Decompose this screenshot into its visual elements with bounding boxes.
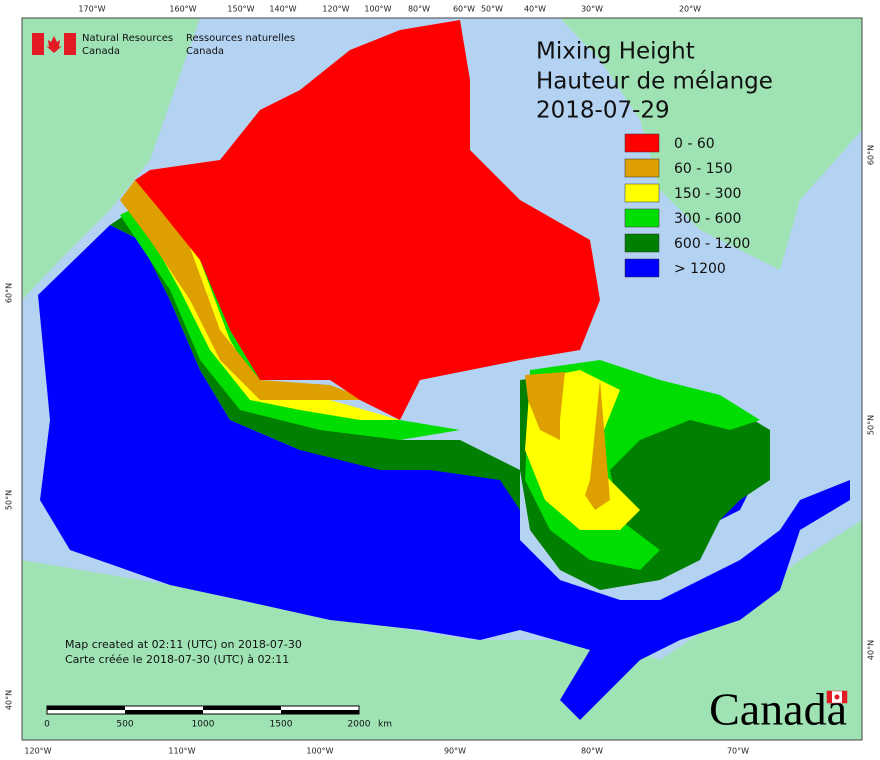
lon-label-bottom: 90°W: [444, 747, 466, 756]
lat-label-left: 60°N: [5, 283, 14, 303]
lon-label-top: 160°W: [169, 5, 196, 14]
flag-bar: [842, 691, 847, 703]
agency-fr: Ressources naturelles: [186, 33, 295, 44]
alaska-siberia: [22, 18, 200, 300]
legend-swatch: [624, 158, 660, 178]
region-orange-east: [525, 372, 565, 440]
axis-labels: 170°W 160°W 150°W 140°W 120°W 100°W 80°W 60°W 50…: [5, 5, 876, 756]
region-orange-spot: [585, 380, 610, 510]
region-blue: [38, 225, 850, 720]
flag-bar: [32, 33, 44, 55]
legend-label: > 1200: [674, 261, 726, 277]
agency-en: Natural Resources: [82, 33, 173, 44]
lon-label-bottom: 80°W: [581, 747, 603, 756]
legend-swatch: [624, 258, 660, 278]
scale-label: 2000: [348, 720, 371, 730]
flag-bar: [827, 691, 832, 703]
scale-label: 1000: [192, 720, 215, 730]
lat-label-right: 60°N: [867, 145, 876, 165]
lon-label-top: 150°W: [227, 5, 254, 14]
legend-label: 300 - 600: [674, 211, 741, 227]
flag-bar: [64, 33, 76, 55]
agency-fr: Canada: [186, 46, 224, 57]
scale-label: 0: [44, 720, 50, 730]
flag-leaf: [46, 36, 62, 53]
lat-label-right: 40°N: [867, 640, 876, 660]
lon-label-top: 50°W: [481, 5, 503, 14]
lon-label-top: 80°W: [408, 5, 430, 14]
note: Carte créée le 2018-07-30 (UTC) à 02:11: [65, 653, 289, 666]
scale-seg: [281, 710, 359, 714]
title-date: 2018-07-29: [536, 98, 670, 124]
legend-label: 150 - 300: [674, 186, 741, 202]
legend: 0 - 60 60 - 150 150 - 300 300 - 600 600 - 12…: [624, 133, 750, 278]
wordmark: Canada: [709, 684, 847, 735]
region-red: [135, 20, 600, 420]
scale-label: 1500: [270, 720, 293, 730]
legend-swatch: [624, 133, 660, 153]
scale-seg: [125, 710, 203, 714]
scale-unit: km: [378, 720, 392, 730]
legend-swatch: [624, 233, 660, 253]
scale-seg: [47, 706, 125, 710]
lon-label-bottom: 70°W: [727, 747, 749, 756]
scale-bar: 0 500 1000 1500 2000: [44, 705, 371, 730]
greenland: [560, 18, 862, 270]
lat-label-right: 50°N: [867, 415, 876, 435]
legend-swatch: [624, 183, 660, 203]
lon-label-top: 120°W: [322, 5, 349, 14]
lon-label-bottom: 110°W: [168, 747, 195, 756]
lon-label-top: 30°W: [581, 5, 603, 14]
agency-en: Canada: [82, 46, 120, 57]
lon-label-bottom: 100°W: [306, 747, 333, 756]
title: Mixing Height: [536, 39, 695, 65]
usa: [22, 520, 862, 740]
lon-label-top: 20°W: [679, 5, 701, 14]
lon-label-top: 100°W: [364, 5, 391, 14]
lon-label-top: 170°W: [78, 5, 105, 14]
legend-label: 0 - 60: [674, 136, 715, 152]
map-frame: [21, 17, 863, 741]
lon-label-bottom: 120°W: [24, 747, 51, 756]
scale-seg: [203, 706, 281, 710]
lon-label-top: 60°W: [453, 5, 475, 14]
frame-border: [21, 17, 863, 741]
lon-label-top: 140°W: [269, 5, 296, 14]
legend-label: 60 - 150: [674, 161, 733, 177]
wordmark-flag: [826, 690, 848, 704]
note: Map created at 02:11 (UTC) on 2018-07-30: [65, 638, 302, 651]
lon-label-top: 40°W: [524, 5, 546, 14]
title: Hauteur de mélange: [536, 69, 773, 95]
scale-label: 500: [116, 720, 133, 730]
logo: [32, 33, 76, 55]
flag-leaf: [834, 694, 840, 700]
lat-label-left: 40°N: [5, 690, 14, 710]
legend-swatch: [624, 208, 660, 228]
legend-label: 600 - 1200: [674, 236, 750, 252]
lat-label-left: 50°N: [5, 490, 14, 510]
